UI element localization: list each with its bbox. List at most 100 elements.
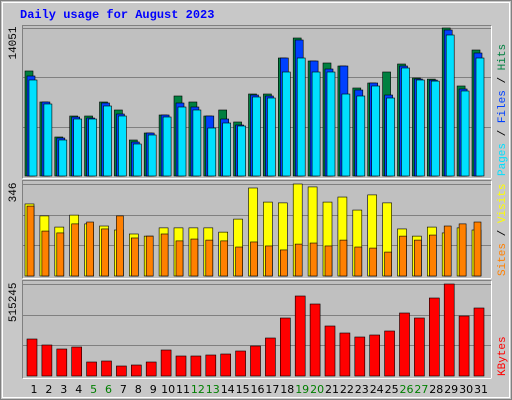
legend-entry: Visits <box>497 184 509 224</box>
bar <box>103 105 112 177</box>
legend-entry: Sites <box>497 243 509 276</box>
bar <box>116 215 124 277</box>
legend-separator: / <box>497 123 509 143</box>
x-tick-label: 2 <box>45 383 52 396</box>
bar <box>428 297 440 377</box>
x-tick-label: 20 <box>310 383 324 396</box>
x-tick-label: 13 <box>206 383 220 396</box>
x-tick-label: 23 <box>355 383 369 396</box>
x-tick-label: 9 <box>150 383 157 396</box>
bar <box>354 246 363 277</box>
bar <box>160 349 172 377</box>
legend-separator: / <box>497 223 509 243</box>
bar <box>252 96 261 177</box>
bar <box>237 125 246 177</box>
bar <box>177 106 187 177</box>
bar <box>414 239 422 277</box>
bar <box>354 336 366 377</box>
bar <box>386 97 395 177</box>
x-tick-label: 28 <box>429 383 443 396</box>
bar <box>145 235 154 277</box>
bar <box>175 240 184 277</box>
bar <box>220 240 228 277</box>
legend-entry: KBytes <box>497 336 509 376</box>
bar <box>192 109 202 177</box>
x-tick-label: 5 <box>90 383 97 396</box>
bar <box>147 134 157 177</box>
x-tick-label: 16 <box>251 383 265 396</box>
bar <box>116 365 127 377</box>
bar <box>296 57 306 177</box>
bar <box>101 360 112 377</box>
bar <box>118 115 127 177</box>
x-tick-label: 10 <box>161 383 175 396</box>
y-tick-label: 346 <box>8 183 20 203</box>
x-tick-label: 15 <box>236 383 250 396</box>
bar <box>160 233 169 277</box>
bar <box>26 338 38 377</box>
bar <box>56 232 65 277</box>
bar <box>356 95 366 177</box>
bar <box>145 361 157 377</box>
bar <box>265 245 273 277</box>
bar <box>220 353 231 377</box>
x-tick-label: 29 <box>444 383 458 396</box>
legend: Sites / Visits <box>497 184 509 276</box>
bar <box>309 303 321 377</box>
bar <box>205 239 214 277</box>
bar <box>56 348 68 377</box>
bar <box>399 235 407 277</box>
x-tick-label: 4 <box>75 383 82 396</box>
y-tick-label: 515245 <box>8 283 20 323</box>
bar <box>341 93 351 177</box>
legend-entry: Hits <box>497 44 509 70</box>
bar <box>279 317 291 377</box>
bar <box>311 71 321 177</box>
bar <box>458 315 470 377</box>
legend-entry: Pages <box>497 143 509 176</box>
bar <box>445 34 455 177</box>
bar <box>279 249 288 277</box>
bar <box>86 221 94 277</box>
bar <box>371 85 381 177</box>
bar <box>73 118 82 177</box>
x-tick-label: 22 <box>340 383 354 396</box>
bar <box>384 251 392 277</box>
bar <box>324 245 333 277</box>
bar <box>43 103 53 177</box>
bar <box>190 238 199 277</box>
bar <box>235 350 246 377</box>
bar <box>399 312 410 377</box>
x-tick-label: 21 <box>325 383 339 396</box>
bar <box>207 127 217 177</box>
bar <box>250 241 258 277</box>
x-tick-label: 26 <box>400 383 414 396</box>
bar <box>384 330 395 377</box>
legend-entry: Files <box>497 90 509 123</box>
x-tick-label: 24 <box>370 383 384 396</box>
bar <box>131 237 139 277</box>
bar <box>473 221 482 277</box>
bar <box>339 332 351 377</box>
bar <box>428 234 437 277</box>
bar <box>401 67 410 177</box>
bar <box>443 225 452 277</box>
bar <box>86 361 97 377</box>
bar <box>267 97 276 177</box>
bar <box>414 317 425 377</box>
bar <box>235 246 243 277</box>
bar <box>326 71 336 177</box>
bar <box>443 283 455 377</box>
bar <box>28 79 38 177</box>
bar <box>265 337 276 377</box>
y-tick-label: 14051 <box>8 26 20 59</box>
x-tick-label: 17 <box>265 383 279 396</box>
x-tick-label: 14 <box>221 383 235 396</box>
bar <box>71 223 79 277</box>
legend: Pages / Files / Hits <box>497 44 509 176</box>
bar <box>309 242 318 277</box>
bar <box>281 71 291 177</box>
bar <box>222 122 231 177</box>
